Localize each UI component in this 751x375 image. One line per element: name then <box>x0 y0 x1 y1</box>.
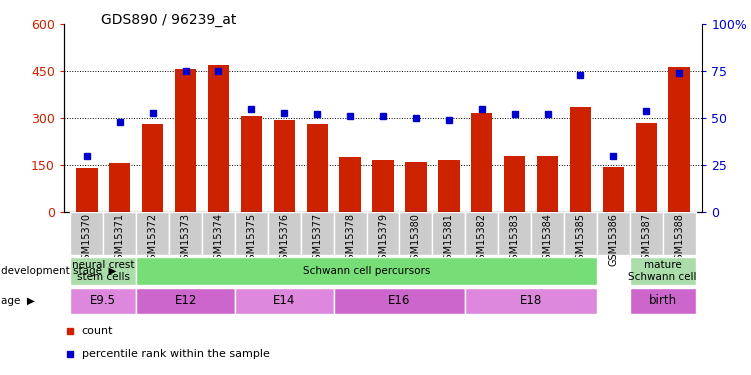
Text: GSM15388: GSM15388 <box>674 213 684 266</box>
Text: percentile rank within the sample: percentile rank within the sample <box>82 349 270 359</box>
Bar <box>241 116 262 212</box>
FancyBboxPatch shape <box>400 212 433 255</box>
Text: GSM15376: GSM15376 <box>279 213 289 266</box>
FancyBboxPatch shape <box>333 212 366 255</box>
Text: GSM15375: GSM15375 <box>246 213 256 266</box>
Text: GSM15372: GSM15372 <box>148 213 158 266</box>
Bar <box>142 124 164 212</box>
FancyBboxPatch shape <box>630 288 695 314</box>
Bar <box>438 160 460 212</box>
Text: GSM15387: GSM15387 <box>641 213 651 266</box>
FancyBboxPatch shape <box>71 212 104 255</box>
Bar <box>504 156 525 212</box>
Text: GSM15374: GSM15374 <box>213 213 224 266</box>
Text: GSM15379: GSM15379 <box>378 213 388 266</box>
Text: GSM15377: GSM15377 <box>312 213 322 266</box>
Text: mature
Schwann cell: mature Schwann cell <box>629 260 697 282</box>
FancyBboxPatch shape <box>564 212 597 255</box>
FancyBboxPatch shape <box>71 288 136 314</box>
FancyBboxPatch shape <box>597 212 630 255</box>
Bar <box>76 168 98 212</box>
FancyBboxPatch shape <box>466 288 597 314</box>
FancyBboxPatch shape <box>136 256 597 285</box>
Text: E12: E12 <box>174 294 197 307</box>
FancyBboxPatch shape <box>366 212 400 255</box>
FancyBboxPatch shape <box>104 212 136 255</box>
Text: GSM15371: GSM15371 <box>115 213 125 266</box>
Text: neural crest
stem cells: neural crest stem cells <box>72 260 134 282</box>
FancyBboxPatch shape <box>466 212 498 255</box>
Bar <box>537 156 558 212</box>
FancyBboxPatch shape <box>662 212 695 255</box>
FancyBboxPatch shape <box>433 212 466 255</box>
Bar <box>668 67 690 212</box>
Bar <box>406 162 427 212</box>
Text: GSM15378: GSM15378 <box>345 213 355 266</box>
Bar <box>273 120 295 212</box>
Bar <box>372 160 394 212</box>
Text: GSM15383: GSM15383 <box>510 213 520 266</box>
Bar <box>175 69 196 212</box>
FancyBboxPatch shape <box>630 212 662 255</box>
FancyBboxPatch shape <box>531 212 564 255</box>
Bar <box>109 162 131 212</box>
FancyBboxPatch shape <box>268 212 300 255</box>
Text: GSM15380: GSM15380 <box>411 213 421 266</box>
Text: E18: E18 <box>520 294 542 307</box>
FancyBboxPatch shape <box>235 288 333 314</box>
Text: count: count <box>82 326 113 336</box>
FancyBboxPatch shape <box>71 256 136 285</box>
Text: E9.5: E9.5 <box>90 294 116 307</box>
Text: age  ▶: age ▶ <box>1 296 35 306</box>
Bar <box>602 167 624 212</box>
FancyBboxPatch shape <box>333 288 466 314</box>
Text: GDS890 / 96239_at: GDS890 / 96239_at <box>101 13 237 27</box>
Text: GSM15370: GSM15370 <box>82 213 92 266</box>
FancyBboxPatch shape <box>235 212 268 255</box>
FancyBboxPatch shape <box>136 212 169 255</box>
FancyBboxPatch shape <box>202 212 235 255</box>
Text: GSM15381: GSM15381 <box>444 213 454 266</box>
FancyBboxPatch shape <box>630 256 695 285</box>
Text: GSM15382: GSM15382 <box>477 213 487 266</box>
Bar <box>471 112 493 212</box>
FancyBboxPatch shape <box>169 212 202 255</box>
Bar <box>570 107 591 212</box>
Text: GSM15385: GSM15385 <box>575 213 586 266</box>
Bar <box>339 157 360 212</box>
FancyBboxPatch shape <box>136 288 235 314</box>
Text: development stage  ▶: development stage ▶ <box>1 266 116 276</box>
Text: GSM15373: GSM15373 <box>180 213 191 266</box>
FancyBboxPatch shape <box>300 212 333 255</box>
Text: birth: birth <box>649 294 677 307</box>
Text: Schwann cell percursors: Schwann cell percursors <box>303 266 430 276</box>
Bar <box>635 123 657 212</box>
Bar <box>306 124 328 212</box>
Bar <box>208 65 229 212</box>
Text: GSM15384: GSM15384 <box>542 213 553 266</box>
Text: E14: E14 <box>273 294 295 307</box>
Text: E16: E16 <box>388 294 411 307</box>
Text: GSM15386: GSM15386 <box>608 213 618 266</box>
FancyBboxPatch shape <box>498 212 531 255</box>
